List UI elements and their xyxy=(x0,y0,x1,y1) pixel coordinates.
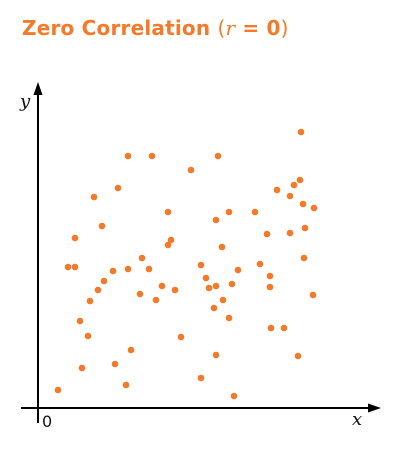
scatter-point xyxy=(266,272,274,280)
scatter-point xyxy=(267,324,275,332)
scatter-point xyxy=(286,229,294,237)
scatter-point xyxy=(212,351,220,359)
scatter-point xyxy=(152,296,160,304)
scatter-point xyxy=(273,186,281,194)
scatter-point xyxy=(225,314,233,322)
scatter-point xyxy=(90,193,98,201)
scatter-point xyxy=(230,392,238,400)
chart-title: Zero Correlation (r = 0) xyxy=(22,16,289,40)
scatter-point xyxy=(145,265,153,273)
scatter-point xyxy=(100,277,108,285)
scatter-point xyxy=(94,286,102,294)
origin-label: 0 xyxy=(42,412,52,431)
scatter-point xyxy=(197,374,205,382)
scatter-point xyxy=(158,282,166,290)
scatter-point xyxy=(309,291,317,299)
chart-title-equals: = 0 xyxy=(235,16,281,40)
scatter-point xyxy=(127,346,135,354)
scatter-point xyxy=(210,304,218,312)
scatter-point xyxy=(71,263,79,271)
scatter-point xyxy=(71,234,79,242)
scatter-point xyxy=(310,204,318,212)
scatter-point xyxy=(300,254,308,262)
scatter-point xyxy=(148,152,156,160)
scatter-point xyxy=(218,243,226,251)
y-axis-arrow-icon xyxy=(33,82,43,95)
scatter-point xyxy=(214,152,222,160)
scatter-point xyxy=(256,260,264,268)
scatter-point xyxy=(114,184,122,192)
scatter-point xyxy=(109,267,117,275)
scatter-point xyxy=(167,236,175,244)
scatter-point xyxy=(78,364,86,372)
x-axis-label: x xyxy=(352,409,362,430)
scatter-point xyxy=(122,381,130,389)
scatter-point xyxy=(124,152,132,160)
scatter-point xyxy=(86,297,94,305)
scatter-point xyxy=(64,263,72,271)
scatter-point xyxy=(205,284,213,292)
chart-title-paren-open: ( xyxy=(217,16,226,40)
scatter-point xyxy=(111,360,119,368)
scatter-points xyxy=(54,128,318,400)
scatter-point xyxy=(301,224,309,232)
scatter-point xyxy=(297,128,305,136)
scatter-point xyxy=(164,208,172,216)
chart-title-paren-close: ) xyxy=(280,16,289,40)
scatter-point xyxy=(290,181,298,189)
scatter-point xyxy=(124,265,132,273)
scatter-point xyxy=(299,200,307,208)
scatter-point xyxy=(197,261,205,269)
scatter-point xyxy=(187,166,195,174)
scatter-point xyxy=(263,230,271,238)
scatter-point xyxy=(76,317,84,325)
scatter-point xyxy=(171,286,179,294)
chart-title-r-symbol: r xyxy=(225,16,236,40)
scatter-point xyxy=(251,208,259,216)
scatter-point xyxy=(225,208,233,216)
scatter-point xyxy=(84,332,92,340)
scatter-point xyxy=(98,222,106,230)
scatter-point xyxy=(138,254,146,262)
scatter-point xyxy=(177,333,185,341)
scatter-point xyxy=(164,241,172,249)
scatter-point xyxy=(280,324,288,332)
scatter-point xyxy=(212,216,220,224)
chart-title-text: Zero Correlation xyxy=(22,16,211,40)
scatter-point xyxy=(294,352,302,360)
scatter-point xyxy=(296,176,304,184)
scatter-point xyxy=(234,266,242,274)
y-axis-label: y xyxy=(19,91,31,112)
scatter-point xyxy=(212,282,220,290)
scatter-point xyxy=(286,192,294,200)
scatter-point xyxy=(266,283,274,291)
scatter-point xyxy=(136,290,144,298)
scatter-point xyxy=(219,296,227,304)
scatter-point xyxy=(54,386,62,394)
x-axis-arrow-icon xyxy=(368,403,381,413)
scatter-point xyxy=(228,280,236,288)
scatter-point xyxy=(202,274,210,282)
